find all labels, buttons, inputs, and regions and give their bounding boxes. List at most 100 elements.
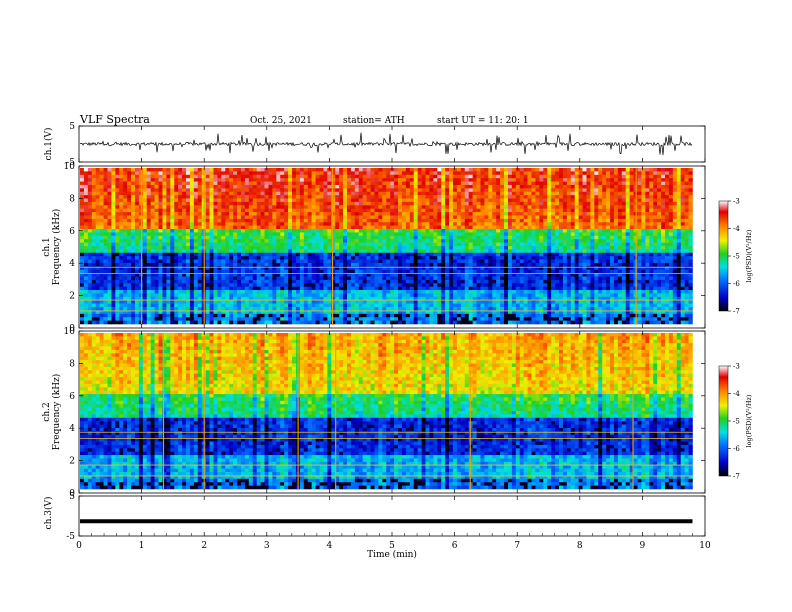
spectrogram-cell	[582, 188, 587, 193]
spectrogram-cell	[276, 218, 281, 223]
spectrogram-cell	[657, 188, 662, 193]
spectrogram-cell	[665, 273, 670, 277]
spectrogram-cell	[146, 195, 151, 199]
spectrogram-cell	[527, 232, 532, 237]
spectrogram-cell	[649, 269, 654, 274]
spectrogram-cell	[535, 208, 540, 213]
spectrogram-cell	[150, 273, 155, 277]
spectrogram-cell	[292, 184, 297, 189]
spectrogram-cell	[445, 256, 450, 260]
spectrogram-cell	[390, 269, 395, 274]
spectrogram-cell	[288, 269, 293, 274]
spectrogram-cell	[186, 229, 191, 233]
spectrogram-cell	[452, 246, 458, 250]
spectrogram-cell	[295, 191, 301, 196]
spectrogram-cell	[511, 188, 517, 193]
spectrogram-cell	[649, 262, 654, 267]
spectrogram-cell	[625, 184, 630, 189]
spectrogram-cell	[166, 195, 171, 199]
spectrogram-cell	[570, 191, 575, 196]
spectrogram-cell	[531, 256, 536, 260]
spectrogram-cell	[131, 229, 136, 233]
spectrogram-cell	[657, 246, 662, 250]
spectrogram-cell	[429, 269, 434, 274]
spectrogram-cell	[276, 262, 281, 267]
spectrogram-cell	[566, 195, 572, 199]
spectrogram-cell	[558, 222, 564, 226]
spectrogram-cell	[653, 262, 658, 267]
spectrogram-cell	[409, 181, 415, 186]
spectrogram-cell	[221, 208, 226, 213]
spectrogram-cell	[350, 269, 356, 274]
spectrogram-cell	[229, 191, 234, 196]
spectrogram-cell	[292, 195, 297, 199]
spectrogram-cell	[606, 195, 611, 199]
spectrogram-cell	[468, 235, 473, 240]
spectrogram-cell	[472, 181, 477, 186]
spectrogram-cell	[256, 242, 261, 247]
spectrogram-cell	[99, 191, 104, 196]
spectrogram-cell	[504, 171, 509, 176]
spectrogram-cell	[115, 205, 120, 209]
spectrogram-cell	[480, 215, 485, 220]
spectrogram-cell	[256, 266, 261, 271]
spectrogram-cell	[570, 239, 575, 243]
spectrogram-cell	[311, 256, 316, 260]
spectrogram-cell	[590, 225, 595, 230]
spectrogram-cell	[551, 208, 556, 213]
spectrogram-cell	[370, 198, 375, 203]
spectrogram-cell	[213, 168, 218, 172]
spectrogram-cell	[107, 181, 112, 186]
spectrogram-cell	[492, 201, 497, 206]
spectrogram-cell	[284, 269, 289, 274]
spectrogram-cell	[472, 242, 477, 247]
spectrogram-cell	[272, 208, 277, 213]
spectrogram-cell	[123, 184, 128, 189]
spectrogram-cell	[362, 178, 367, 182]
spectrogram-cell	[661, 242, 666, 247]
spectrogram-cell	[409, 262, 415, 267]
spectrogram-cell	[562, 191, 568, 196]
spectrogram-cell	[134, 208, 140, 213]
spectrogram-cell	[134, 198, 140, 203]
spectrogram-cell	[127, 191, 132, 196]
spectrogram-cell	[586, 242, 591, 247]
spectrogram-cell	[621, 178, 627, 182]
spectrogram-cell	[193, 212, 199, 216]
spectrogram-cell	[233, 256, 238, 260]
spectrogram-cell	[343, 208, 348, 213]
spectrogram-cell	[672, 266, 678, 271]
spectrogram-cell	[260, 168, 265, 172]
spectrogram-cell	[539, 262, 544, 267]
spectrogram-cell	[488, 195, 493, 199]
spectrogram-cell	[484, 215, 489, 220]
spectrogram-cell	[264, 215, 269, 220]
spectrogram-cell	[134, 225, 140, 230]
spectrogram-cell	[629, 181, 634, 186]
spectrogram-cell	[127, 208, 132, 213]
spectrogram-cell	[472, 269, 477, 274]
spectrogram-cell	[237, 225, 242, 230]
spectrogram-cell	[150, 205, 155, 209]
spectrogram-cell	[629, 174, 634, 179]
spectrogram-cell	[323, 229, 328, 233]
spectrogram-cell	[519, 201, 524, 206]
spectrogram-cell	[507, 239, 513, 243]
spectrogram-cell	[484, 262, 489, 267]
spectrogram-cell	[346, 242, 352, 247]
spectrogram-cell	[507, 218, 513, 223]
spectrogram-cell	[602, 218, 607, 223]
spectrogram-cell	[307, 184, 312, 189]
spectrogram-cell	[386, 188, 391, 193]
spectrogram-cell	[354, 174, 360, 179]
spectrogram-cell	[452, 259, 458, 264]
spectrogram-cell	[95, 212, 100, 216]
spectrogram-cell	[339, 184, 344, 189]
spectrogram-cell	[260, 184, 265, 189]
spectrogram-cell	[158, 181, 163, 186]
spectrogram-cell	[272, 191, 277, 196]
spectrogram-cell	[441, 229, 446, 233]
spectrogram-cell	[551, 232, 556, 237]
spectrogram-cell	[189, 212, 195, 216]
spectrogram-cell	[99, 178, 104, 182]
